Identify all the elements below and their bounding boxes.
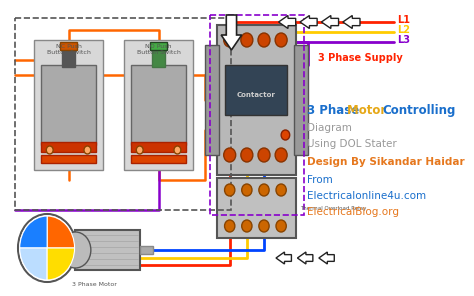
Text: Motor: Motor bbox=[347, 104, 391, 117]
Text: L2: L2 bbox=[397, 25, 410, 35]
Circle shape bbox=[258, 148, 270, 162]
Circle shape bbox=[276, 184, 286, 196]
Bar bbox=[60, 42, 77, 50]
Polygon shape bbox=[300, 15, 317, 28]
Wedge shape bbox=[47, 248, 74, 280]
Circle shape bbox=[60, 232, 91, 268]
Bar bbox=[217, 178, 296, 238]
Bar bbox=[131, 155, 186, 163]
Bar bbox=[41, 155, 96, 163]
Polygon shape bbox=[221, 15, 242, 50]
Circle shape bbox=[241, 33, 253, 47]
Bar bbox=[217, 25, 296, 175]
Polygon shape bbox=[276, 252, 292, 264]
Circle shape bbox=[275, 148, 287, 162]
Circle shape bbox=[46, 146, 53, 154]
Bar bbox=[124, 40, 193, 170]
Text: 3 Phase: 3 Phase bbox=[307, 104, 363, 117]
Bar bbox=[152, 45, 165, 67]
Circle shape bbox=[84, 146, 91, 154]
Text: L1: L1 bbox=[397, 15, 410, 25]
Bar bbox=[226, 65, 287, 115]
Wedge shape bbox=[20, 216, 47, 248]
Polygon shape bbox=[321, 15, 338, 28]
Bar bbox=[62, 45, 75, 67]
Text: 3 Phase Motor: 3 Phase Motor bbox=[72, 282, 117, 287]
Circle shape bbox=[242, 220, 252, 232]
Text: Controlling: Controlling bbox=[382, 104, 456, 117]
Text: Diagram: Diagram bbox=[307, 123, 352, 133]
Circle shape bbox=[225, 184, 235, 196]
Circle shape bbox=[225, 220, 235, 232]
Text: Using DOL Stater: Using DOL Stater bbox=[307, 139, 397, 149]
Circle shape bbox=[137, 146, 143, 154]
Polygon shape bbox=[279, 15, 296, 28]
Bar bbox=[34, 40, 103, 170]
Bar bbox=[41, 142, 96, 152]
Wedge shape bbox=[20, 248, 47, 280]
Text: Thermal Overload Relay: Thermal Overload Relay bbox=[300, 205, 366, 210]
Circle shape bbox=[276, 220, 286, 232]
Text: NC Push
Button Switch: NC Push Button Switch bbox=[46, 44, 91, 55]
Bar bbox=[16, 18, 231, 210]
Text: Design By Sikandar Haidar: Design By Sikandar Haidar bbox=[307, 157, 465, 167]
Bar bbox=[205, 45, 219, 155]
Text: 3 Phase Supply: 3 Phase Supply bbox=[318, 53, 402, 63]
Circle shape bbox=[242, 184, 252, 196]
Circle shape bbox=[258, 33, 270, 47]
Circle shape bbox=[18, 214, 76, 282]
Text: L3: L3 bbox=[397, 35, 410, 45]
Circle shape bbox=[259, 184, 269, 196]
Polygon shape bbox=[319, 252, 334, 264]
Circle shape bbox=[224, 148, 236, 162]
Polygon shape bbox=[343, 15, 360, 28]
Text: Contactor: Contactor bbox=[237, 92, 276, 98]
Circle shape bbox=[224, 33, 236, 47]
Circle shape bbox=[275, 33, 287, 47]
Circle shape bbox=[281, 130, 290, 140]
Wedge shape bbox=[47, 216, 74, 248]
Bar bbox=[294, 45, 308, 155]
Bar bbox=[131, 65, 186, 145]
Bar bbox=[75, 230, 140, 270]
Bar bbox=[150, 42, 167, 50]
Circle shape bbox=[174, 146, 181, 154]
Text: From: From bbox=[307, 175, 333, 185]
Bar bbox=[210, 15, 304, 215]
Text: NO Push
Button Switch: NO Push Button Switch bbox=[137, 44, 181, 55]
Circle shape bbox=[259, 220, 269, 232]
Bar bbox=[131, 142, 186, 152]
Circle shape bbox=[241, 148, 253, 162]
Text: Electricalonline4u.com: Electricalonline4u.com bbox=[307, 191, 426, 201]
Bar bbox=[140, 246, 154, 254]
Polygon shape bbox=[297, 252, 313, 264]
Text: ElectricalBlog.org: ElectricalBlog.org bbox=[307, 207, 399, 217]
Bar bbox=[41, 65, 96, 145]
